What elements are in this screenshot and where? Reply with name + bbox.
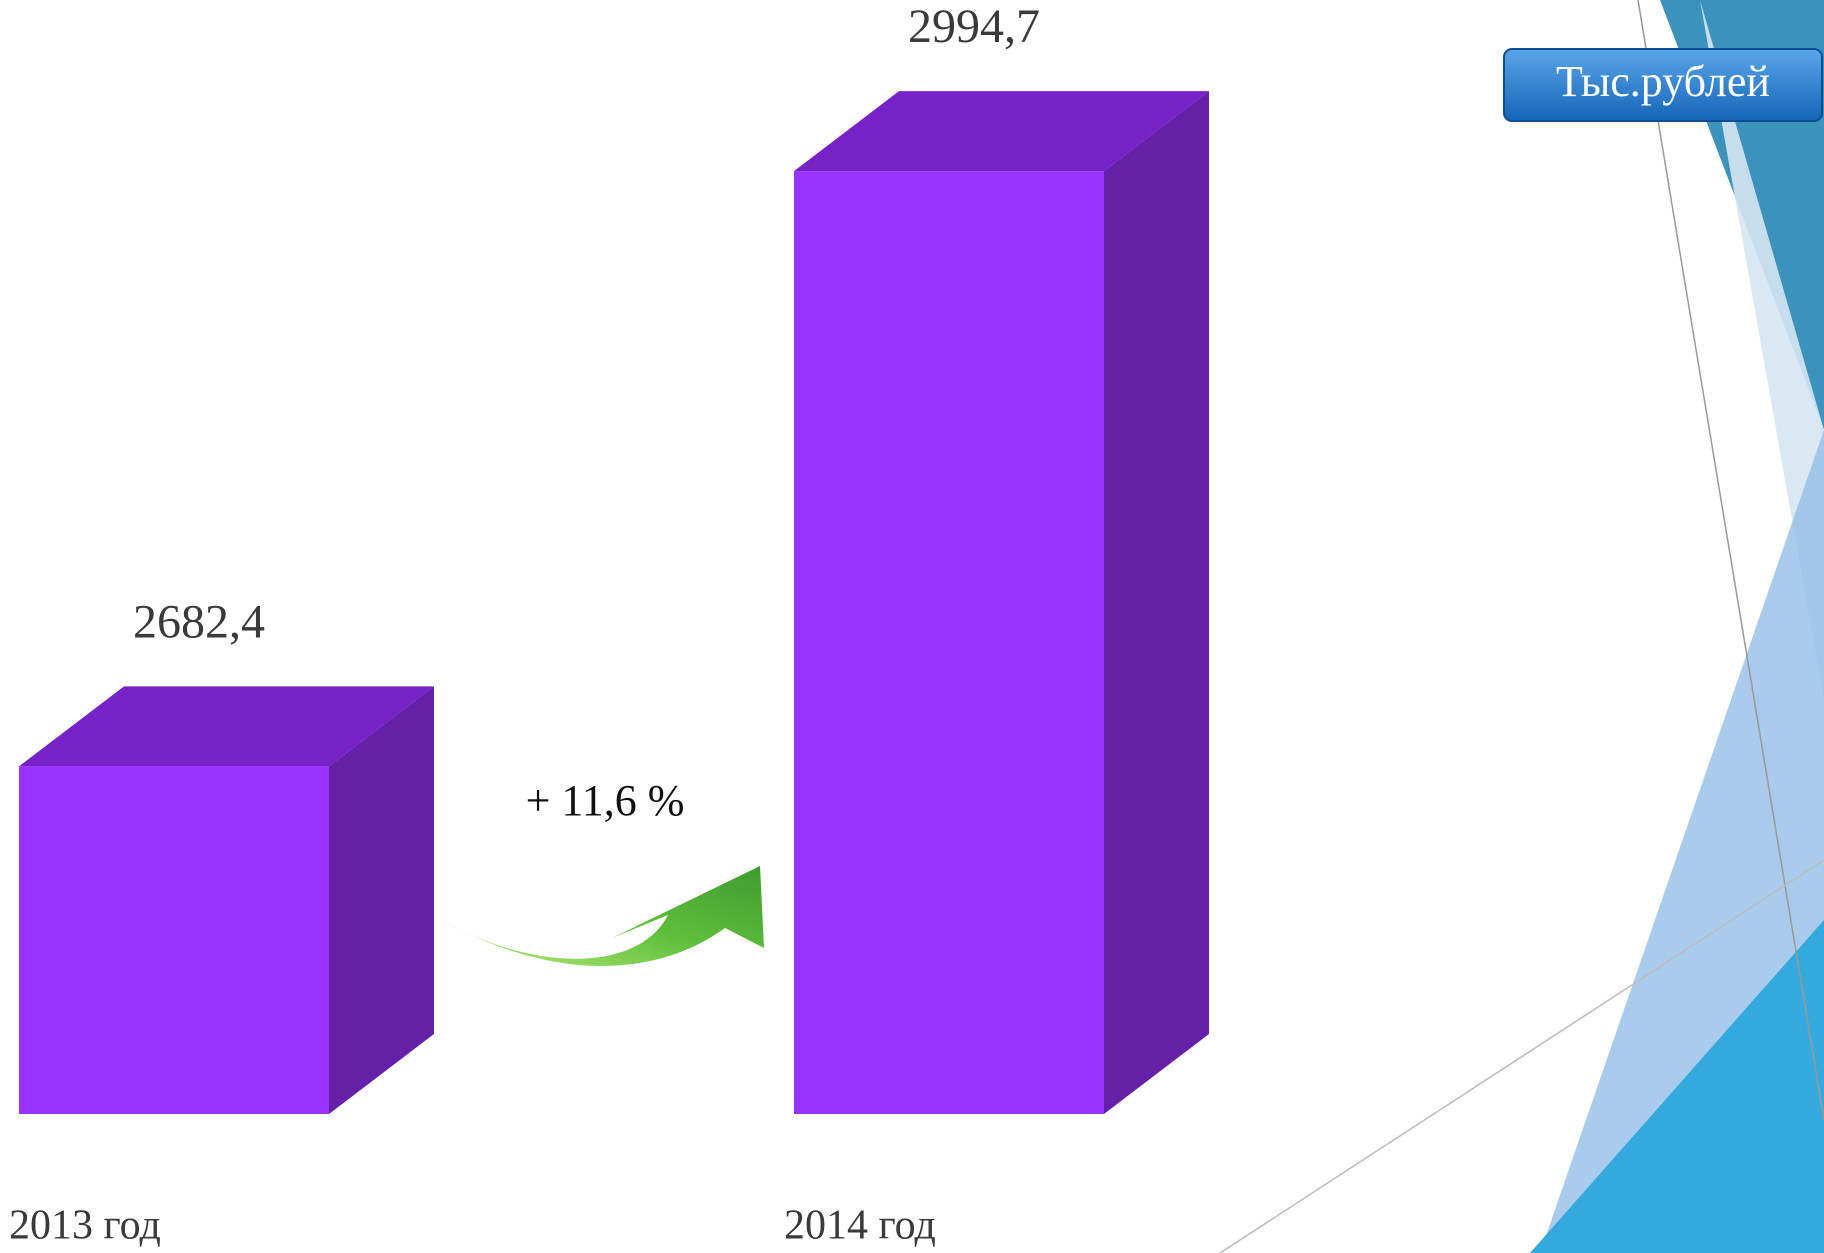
bar xyxy=(794,171,1104,1114)
x-tick-label: 2014 год xyxy=(784,1203,936,1249)
value-label: 2994,7 xyxy=(908,0,1040,53)
annotation: + 11,6 % xyxy=(526,776,685,825)
growth-arrow xyxy=(441,866,764,967)
bar-side xyxy=(329,686,434,1114)
x-tick-label: 2013 год xyxy=(9,1203,161,1249)
value-label: 2682,4 xyxy=(133,595,265,648)
unit-badge xyxy=(1503,48,1823,122)
bar xyxy=(19,766,329,1114)
bar-top xyxy=(794,91,1209,172)
bar-side xyxy=(1104,91,1209,1114)
decoration xyxy=(1219,0,1824,1253)
unit-label: Тыс.рублей xyxy=(1556,57,1770,106)
bar-top xyxy=(19,686,434,767)
